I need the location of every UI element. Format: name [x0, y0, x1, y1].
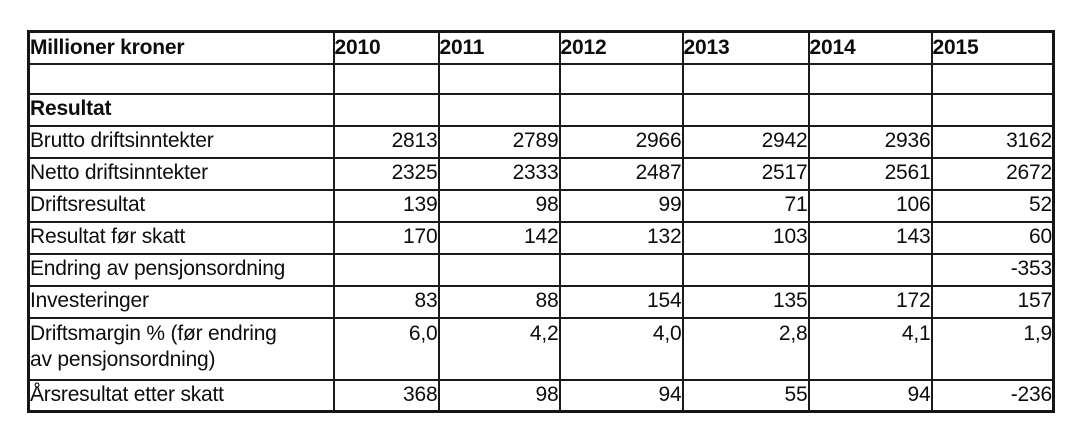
- cell-value: 2325: [332, 156, 440, 191]
- cell-value: 103: [681, 220, 810, 255]
- cell-value: 52: [930, 188, 1055, 223]
- cell-empty: [681, 92, 810, 127]
- row-label: Endring av pensjonsordning: [27, 252, 335, 287]
- cell-empty: [332, 62, 440, 95]
- cell-value: -236: [930, 378, 1055, 413]
- cell-value: 2517: [681, 156, 810, 191]
- cell-value: 143: [807, 220, 933, 255]
- cell-value: 99: [558, 188, 684, 223]
- row-brutto-driftsinntekter: Brutto driftsinntekter 2813 2789 2966 29…: [27, 124, 1055, 159]
- row-netto-driftsinntekter: Netto driftsinntekter 2325 2333 2487 251…: [27, 156, 1055, 191]
- row-investeringer: Investeringer 83 88 154 135 172 157: [27, 284, 1055, 319]
- cell-value: 2966: [558, 124, 684, 159]
- cell-empty: [558, 92, 684, 127]
- section-row-resultat: Resultat: [27, 92, 1055, 127]
- cell-value: 98: [437, 188, 561, 223]
- col-header-2014: 2014: [807, 30, 933, 65]
- cell-value: 135: [681, 284, 810, 319]
- row-aarsresultat-etter-skatt: Årsresultat etter skatt 368 98 94 55 94 …: [27, 378, 1055, 413]
- cell-value: 83: [332, 284, 440, 319]
- cell-empty: [681, 62, 810, 95]
- cell-value: 172: [807, 284, 933, 319]
- row-label: Driftsmargin % (før endring av pensjonso…: [27, 316, 335, 381]
- cell-value: 60: [930, 220, 1055, 255]
- cell-value: 94: [558, 378, 684, 413]
- cell-value: 2789: [437, 124, 561, 159]
- cell-value: 2561: [807, 156, 933, 191]
- cell-value: 6,0: [332, 316, 440, 381]
- cell-value: 157: [930, 284, 1055, 319]
- cell-value: 2,8: [681, 316, 810, 381]
- cell-value: 4,1: [807, 316, 933, 381]
- spacer-row: [27, 62, 1055, 95]
- cell-empty: [558, 62, 684, 95]
- cell-value: 3162: [930, 124, 1055, 159]
- cell-value: 1,9: [930, 316, 1055, 381]
- col-header-2013: 2013: [681, 30, 810, 65]
- cell-empty: [930, 92, 1055, 127]
- cell-empty: [437, 62, 561, 95]
- cell-empty: [27, 62, 335, 95]
- cell-value: 4,2: [437, 316, 561, 381]
- cell-empty: [807, 62, 933, 95]
- row-label: Resultat før skatt: [27, 220, 335, 255]
- row-label: Investeringer: [27, 284, 335, 319]
- cell-value: -353: [930, 252, 1055, 287]
- col-header-2011: 2011: [437, 30, 561, 65]
- cell-value: 2672: [930, 156, 1055, 191]
- col-header-unit: Millioner kroner: [27, 30, 335, 65]
- cell-value: 71: [681, 188, 810, 223]
- row-label: Årsresultat etter skatt: [27, 378, 335, 413]
- cell-value: 4,0: [558, 316, 684, 381]
- col-header-2010: 2010: [332, 30, 440, 65]
- cell-empty: [437, 252, 561, 287]
- section-title: Resultat: [27, 92, 335, 127]
- cell-value: 132: [558, 220, 684, 255]
- cell-value: 55: [681, 378, 810, 413]
- row-resultat-foer-skatt: Resultat før skatt 170 142 132 103 143 6…: [27, 220, 1055, 255]
- cell-empty: [807, 92, 933, 127]
- cell-value: 94: [807, 378, 933, 413]
- cell-value: 106: [807, 188, 933, 223]
- row-label: Brutto driftsinntekter: [27, 124, 335, 159]
- cell-value: 139: [332, 188, 440, 223]
- row-driftsresultat: Driftsresultat 139 98 99 71 106 52: [27, 188, 1055, 223]
- cell-value: 88: [437, 284, 561, 319]
- cell-value: 154: [558, 284, 684, 319]
- header-row: Millioner kroner 2010 2011 2012 2013 201…: [27, 30, 1055, 65]
- cell-empty: [930, 62, 1055, 95]
- row-label: Netto driftsinntekter: [27, 156, 335, 191]
- cell-value: 98: [437, 378, 561, 413]
- cell-value: 2333: [437, 156, 561, 191]
- cell-value: 2936: [807, 124, 933, 159]
- row-endring-av-pensjonsordning: Endring av pensjonsordning -353: [27, 252, 1055, 287]
- cell-value: 2942: [681, 124, 810, 159]
- cell-value: 170: [332, 220, 440, 255]
- cell-empty: [558, 252, 684, 287]
- financial-results-table: Millioner kroner 2010 2011 2012 2013 201…: [27, 30, 1055, 413]
- row-label: Driftsresultat: [27, 188, 335, 223]
- col-header-2015: 2015: [930, 30, 1055, 65]
- cell-value: 142: [437, 220, 561, 255]
- cell-value: 2813: [332, 124, 440, 159]
- cell-empty: [681, 252, 810, 287]
- col-header-2012: 2012: [558, 30, 684, 65]
- row-driftsmargin: Driftsmargin % (før endring av pensjonso…: [27, 316, 1055, 381]
- cell-value: 368: [332, 378, 440, 413]
- cell-empty: [437, 92, 561, 127]
- cell-empty: [332, 252, 440, 287]
- cell-empty: [332, 92, 440, 127]
- cell-value: 2487: [558, 156, 684, 191]
- cell-empty: [807, 252, 933, 287]
